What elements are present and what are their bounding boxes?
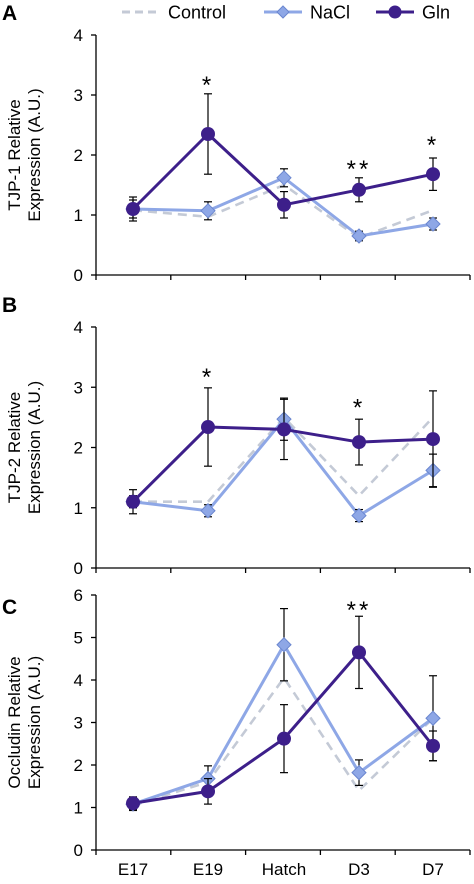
legend-gln-marker	[388, 5, 402, 19]
panel-c-series-nacl	[132, 643, 434, 806]
panel-a-ytick-label: 3	[74, 86, 83, 105]
panel-c-ytick-label: 0	[74, 841, 83, 860]
panel-b-series-gln-point	[426, 432, 440, 447]
panel-a-significance-mark: **	[347, 156, 372, 183]
panel-b-ylabel: TJP-2 RelativeExpression (A.U.)	[5, 381, 44, 514]
panel-c-ytick-label: 6	[74, 586, 83, 605]
panel-c-significance-mark: **	[347, 597, 372, 624]
panel-c-ytick-label: 5	[74, 629, 83, 648]
panel-b-series-gln-point	[201, 420, 215, 435]
panel-c-label: C	[2, 596, 17, 619]
panel-c-ylabel-line: Expression (A.U.)	[25, 656, 44, 789]
panel-a-significance-mark: *	[427, 132, 439, 159]
panel-a-ylabel: TJP-1 RelativeExpression (A.U.)	[5, 88, 44, 221]
panel-c-series-gln-point	[352, 645, 366, 660]
panel-c-series-gln-point	[201, 784, 215, 799]
panel-a-ytick-label: 4	[74, 26, 83, 45]
panel-b-label: B	[2, 294, 17, 317]
panel-b-ytick-label: 4	[74, 318, 83, 337]
panel-b-series-gln-point	[352, 435, 366, 450]
panel-a-ytick-label: 2	[74, 146, 83, 165]
panel-c-xtick-label: E19	[193, 860, 223, 879]
panel-c-series-nacl-point	[425, 710, 441, 726]
panel-b-series-gln-line	[131, 425, 434, 503]
panel-a-series-gln-point	[426, 167, 440, 182]
panel-c-ylabel: Occludin RelativeExpression (A.U.)	[5, 656, 44, 789]
panel-c-series-nacl-point	[276, 637, 292, 653]
panel-c-series-gln-point	[126, 796, 140, 811]
panel-c-ytick-label: 4	[74, 671, 83, 690]
panel-a-series-gln-marks	[126, 93, 440, 222]
panel-c-series-nacl-point	[351, 764, 367, 781]
legend: Control NaCl Gln	[122, 3, 450, 23]
panel-b-series-gln-marks	[126, 387, 440, 515]
panel-b-ytick-label: 0	[74, 559, 83, 578]
panel-a-series-gln-point	[352, 182, 366, 197]
panel-a-significance-mark: *	[202, 72, 214, 99]
panel-c-series-gln-line	[132, 650, 435, 805]
panel-b-significance-mark: *	[353, 394, 365, 421]
panel-c-series-gln	[132, 650, 435, 805]
panel-b-ylabel-line: TJP-2 Relative	[5, 392, 24, 503]
legend-nacl-label: NaCl	[310, 3, 350, 23]
panel-a-label: A	[2, 2, 17, 25]
panel-b-significance-mark: *	[202, 364, 214, 391]
panel-c-series-control-line	[132, 676, 434, 807]
panel-c-xtick-label: D3	[348, 860, 370, 879]
panel-c-ytick-label: 3	[74, 714, 83, 733]
panel-a-ylabel-line: TJP-1 Relative	[5, 99, 24, 210]
panel-c-xtick-label: Hatch	[262, 860, 306, 879]
panel-b-ytick-label: 3	[74, 378, 83, 397]
panel-c: C Occludin RelativeExpression (A.U.) 0 1 2 3 4…	[2, 586, 471, 879]
panel-c-series-gln-point	[426, 738, 440, 753]
panel-b-series-gln-point	[277, 422, 291, 437]
legend-gln-label: Gln	[422, 3, 450, 23]
panel-c-xtick-label: D7	[422, 860, 444, 879]
panel-b-series-nacl-point	[351, 507, 367, 524]
panel-a-series-gln-point	[126, 202, 140, 216]
legend-gln: Gln	[376, 3, 450, 23]
panel-a-series-gln-point	[201, 127, 215, 141]
panel-c-series-gln-point	[277, 731, 291, 746]
legend-control: Control	[122, 3, 226, 23]
panel-b-ytick-label: 2	[74, 439, 83, 458]
panel-c-series-control	[132, 676, 434, 807]
panel-a-series-gln-point	[277, 197, 291, 212]
panel-c-series-nacl-line	[132, 643, 434, 806]
panel-b-ylabel-line: Expression (A.U.)	[25, 381, 44, 514]
legend-nacl: NaCl	[264, 3, 350, 23]
panel-c-ylabel-line: Occludin Relative	[5, 656, 24, 788]
panel-a-series-nacl-point	[351, 228, 367, 244]
panel-a-ytick-label: 1	[74, 206, 83, 225]
panel-b: B TJP-2 RelativeExpression (A.U.) 0 1 2 3 4 * *	[2, 294, 471, 578]
panel-a-series-nacl-point	[276, 170, 292, 186]
panel-b-series-gln-point	[126, 494, 140, 509]
panel-a-series-nacl-point	[425, 216, 441, 232]
legend-nacl-marker	[276, 5, 290, 19]
panel-c-series-gln-marks	[126, 615, 440, 811]
panel-b-series-gln	[131, 425, 434, 503]
panel-c-xtick-label: E17	[118, 860, 148, 879]
panel-c-ytick-label: 2	[74, 756, 83, 775]
panel-b-series-nacl-point	[200, 503, 216, 519]
panel-c-series-nacl-marks	[125, 607, 441, 812]
panel-c-ytick-label: 1	[74, 799, 83, 818]
legend-control-label: Control	[168, 3, 226, 23]
panel-a-ytick-label: 0	[74, 266, 83, 285]
panel-a-series-nacl-point	[200, 203, 216, 219]
panel-a-ylabel-line: Expression (A.U.)	[25, 88, 44, 221]
panel-b-ytick-label: 1	[74, 499, 83, 518]
